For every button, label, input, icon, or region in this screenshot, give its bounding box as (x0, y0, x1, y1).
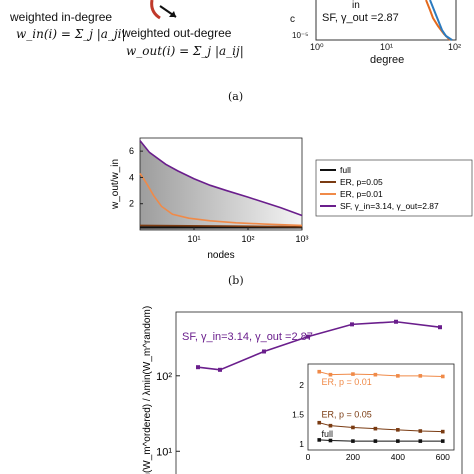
chart-c-inset-point (396, 374, 400, 378)
chart-c-inset-point (396, 428, 400, 432)
chart-c-inset-point (351, 439, 355, 443)
chart-c-series-line (197, 320, 441, 371)
chart-b-series-line (139, 224, 303, 228)
chart-b-legend-entry: ER, p=0.01 (340, 189, 383, 199)
chart-c-inset-point (418, 374, 423, 378)
chart-c-inset-point (317, 438, 322, 442)
inset-ylabel: c (290, 14, 295, 25)
chart-c-inset-label: full (321, 429, 333, 439)
chart-b-xlabel: nodes (207, 250, 234, 261)
chart-c-inset-point (373, 372, 378, 377)
chart-c-inset-point (328, 423, 333, 428)
panel-label-a: (a) (228, 90, 244, 103)
inset-xtick: 10⁰ (310, 42, 324, 52)
degree-inset (315, 0, 457, 41)
chart-c-frame (175, 311, 463, 474)
chart-c-point (394, 319, 398, 324)
chart-c-point (262, 349, 266, 354)
chart-c-inset-point (328, 372, 333, 377)
chart-c-inset-label: ER, p = 0.01 (321, 377, 371, 387)
chart-c-inset-ytick: 2 (299, 380, 304, 390)
chart-b-legend-entry: full (340, 165, 351, 175)
chart-c-inset-point (351, 372, 355, 376)
inset-xtick: 10¹ (380, 42, 394, 52)
chart-c: 10² 10¹ SF, γ_in=3.14, γ_out =2.87 λmin(W_m… (142, 306, 463, 474)
chart-b-ylabel: w_out/w_in (110, 159, 121, 210)
chart-c-point (218, 367, 222, 372)
inset-in-fragment: in (352, 0, 360, 11)
chart-c-ylabel: λmin(W_m^ordered) / λmin(W_m^random) (142, 306, 153, 474)
chart-c-point (306, 334, 310, 339)
inset-in-curve (429, 0, 453, 41)
chart-c-inset-point (418, 439, 423, 443)
chart-c-inset-xtick: 600 (436, 452, 450, 462)
chart-c-inset-point (373, 439, 378, 443)
chart-b-legend-entry: ER, p=0.05 (340, 177, 383, 187)
chart-c-point (438, 325, 442, 330)
chart-b-xtick-label: 10¹ (187, 234, 200, 244)
chart-c-inset-point (351, 425, 355, 430)
chart-b-series-line (139, 173, 303, 227)
chart-b-ytick-label: 6 (129, 146, 134, 156)
out-degree-label: weighted out-degree (122, 26, 232, 40)
chart-c-inset-xtick: 200 (346, 452, 360, 462)
chart-b-xtick-label: 10² (241, 234, 254, 244)
chart-b-series-line (139, 140, 303, 217)
chart-c-ytick-label: 10² (156, 371, 172, 383)
chart-c-inset-point (440, 439, 445, 443)
chart-b-shade (140, 140, 302, 230)
in-degree-label: weighted in-degree (10, 10, 113, 24)
chart-c-point (196, 365, 200, 370)
in-degree-formula: w_in(i) = Σ_j |a_ji| (16, 27, 126, 41)
chart-c-inset-point (317, 420, 322, 425)
chart-c-inset-xtick: 0 (306, 452, 311, 462)
chart-c-inset-xtick: 400 (391, 452, 405, 462)
chart-c-inset-ytick: 1 (299, 439, 304, 449)
inset-ytick: 10⁻⁵ (292, 31, 309, 40)
chart-c-inset-ytick: 1.5 (292, 409, 304, 419)
chart-b: 2 4 6 10¹ 10² 10³ nodes w_out/w_in full ER, p=0.0… (110, 137, 473, 261)
chart-b-frame (139, 137, 303, 231)
chart-b-legend-entry: SF, γ_in=3.14, γ_out=2.87 (340, 201, 439, 211)
chart-b-ytick-label: 4 (129, 172, 134, 182)
chart-c-inset-point (317, 369, 322, 374)
chart-c-inset-point (328, 438, 333, 443)
chart-c-inset-label: ER, p = 0.05 (321, 409, 371, 419)
chart-b-ytick-label: 2 (129, 199, 134, 209)
arrow-head-icon (169, 11, 176, 17)
inset-xtick: 10² (448, 42, 462, 52)
chart-c-inset-point (396, 439, 400, 443)
inset-xlabel: degree (370, 54, 405, 66)
chart-b-xtick-label: 10³ (295, 234, 308, 244)
out-degree-formula: w_out(i) = Σ_j |a_ij| (126, 44, 244, 58)
chart-c-inset-point (440, 429, 445, 434)
chart-c-annotation: SF, γ_in=3.14, γ_out =2.87 (182, 331, 313, 343)
chart-c-inset-frame (307, 363, 455, 451)
chart-c-inset-point (440, 374, 445, 379)
chart-b-legend-box (315, 159, 473, 217)
panel-a (150, 0, 177, 20)
inset-legend: SF, γ_out =2.87 (322, 12, 399, 24)
chart-c-ytick-label: 10¹ (156, 446, 172, 458)
chart-c-inset-point (373, 426, 378, 431)
curved-arrow-icon (150, 0, 161, 20)
inset-frame (315, 0, 457, 41)
chart-c-point (350, 322, 354, 327)
panel-label-b: (b) (228, 274, 244, 287)
chart-c-inset-point (418, 429, 423, 433)
